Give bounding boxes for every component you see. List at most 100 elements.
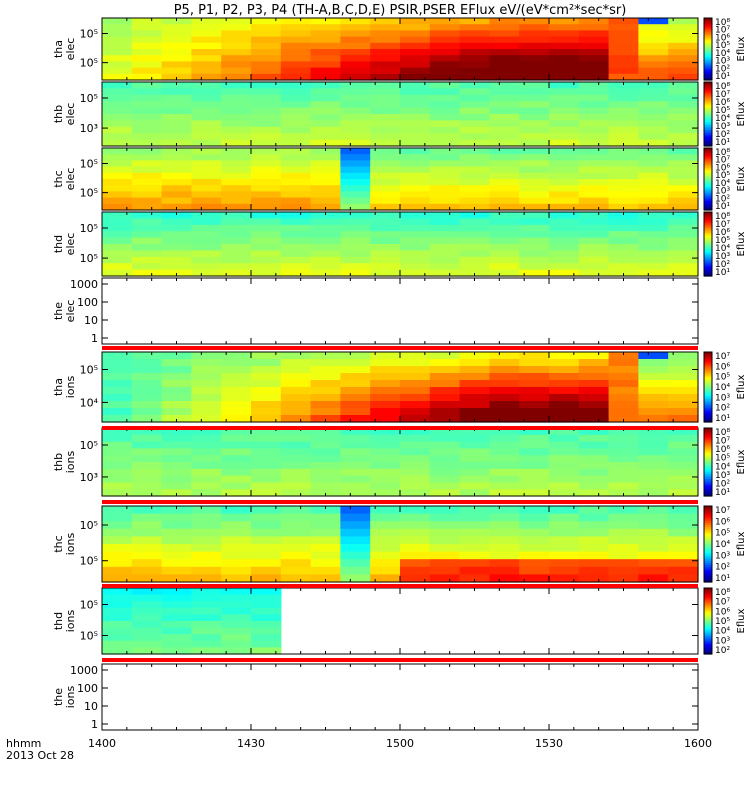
heatmap-cell bbox=[251, 366, 282, 374]
heatmap-cell bbox=[102, 172, 133, 180]
heatmap-cell bbox=[519, 55, 550, 62]
heatmap-cell bbox=[161, 544, 192, 553]
colorbar-tick-label: 10⁶ bbox=[715, 362, 730, 372]
heatmap-cell bbox=[429, 61, 461, 69]
heatmap-cell bbox=[340, 269, 371, 277]
heatmap-cell bbox=[310, 231, 341, 239]
heatmap-cell bbox=[459, 366, 490, 374]
heatmap-cell bbox=[310, 468, 341, 477]
heatmap-cell bbox=[638, 185, 669, 192]
colorbar-tick-label: 10⁷ bbox=[715, 598, 730, 608]
heatmap-cell bbox=[131, 489, 163, 497]
colorbar-segment bbox=[704, 161, 712, 165]
heatmap-cell bbox=[370, 434, 401, 443]
heatmap-cell bbox=[489, 415, 520, 423]
heatmap-cell bbox=[549, 88, 580, 96]
colorbar-tick-label: 10⁵ bbox=[715, 454, 730, 464]
colorbar-segment bbox=[704, 31, 712, 35]
heatmap-cell bbox=[251, 528, 282, 537]
heatmap-cell bbox=[429, 154, 461, 161]
heatmap-cell bbox=[459, 191, 490, 199]
heatmap-cell bbox=[429, 148, 461, 155]
heatmap-cell bbox=[549, 154, 580, 161]
y-tick-label: 100 bbox=[77, 682, 98, 695]
colorbar-segment bbox=[704, 247, 712, 250]
heatmap-cell bbox=[638, 197, 669, 205]
colorbar-segment bbox=[704, 39, 712, 42]
colorbar-segment bbox=[704, 580, 712, 583]
heatmap-cell bbox=[549, 521, 580, 530]
heatmap-cell bbox=[340, 408, 371, 416]
heatmap-cell bbox=[519, 237, 550, 245]
heatmap-cell bbox=[310, 94, 341, 102]
heatmap-cell bbox=[131, 359, 163, 367]
heatmap-cell bbox=[191, 133, 222, 141]
heatmap-cell bbox=[251, 434, 282, 443]
colorbar-segment bbox=[704, 355, 712, 358]
heatmap-cell bbox=[191, 387, 222, 395]
heatmap-cell bbox=[310, 574, 341, 583]
heatmap-cell bbox=[131, 506, 163, 515]
heatmap-cell bbox=[429, 24, 461, 31]
colorbar-segment bbox=[704, 85, 712, 88]
heatmap-cell bbox=[489, 528, 520, 537]
heatmap-cell bbox=[102, 263, 133, 271]
heatmap-cell bbox=[340, 148, 371, 155]
heatmap-cell bbox=[489, 521, 520, 530]
heatmap-cell bbox=[221, 55, 252, 62]
heatmap-cell bbox=[131, 614, 163, 622]
colorbar-segment bbox=[704, 413, 712, 416]
heatmap-cell bbox=[191, 434, 222, 443]
colorbar-tick-label: 10² bbox=[715, 479, 730, 489]
heatmap-cell bbox=[638, 101, 669, 109]
heatmap-cell bbox=[668, 551, 699, 560]
heatmap-cell bbox=[161, 415, 192, 423]
heatmap-cell bbox=[400, 88, 431, 96]
heatmap-cell bbox=[459, 94, 490, 102]
colorbar-segment bbox=[704, 53, 712, 56]
heatmap-cell bbox=[400, 212, 431, 219]
x-tick-label: 1400 bbox=[88, 737, 116, 750]
heatmap-cell bbox=[102, 544, 133, 553]
heatmap-cell bbox=[340, 154, 371, 161]
heatmap-cell bbox=[370, 154, 401, 161]
heatmap-cell bbox=[549, 462, 580, 470]
heatmap-cell bbox=[370, 352, 401, 360]
heatmap-cell bbox=[578, 366, 610, 374]
heatmap-cell bbox=[429, 73, 461, 81]
heatmap-cell bbox=[191, 244, 222, 251]
heatmap-cell bbox=[131, 179, 163, 186]
heatmap-cell bbox=[638, 24, 669, 31]
heatmap-cell bbox=[221, 218, 252, 226]
heatmap-cell bbox=[608, 506, 639, 515]
colorbar-tick-label: 10⁶ bbox=[715, 445, 730, 455]
heatmap-cell bbox=[221, 394, 252, 402]
heatmap-cell bbox=[489, 172, 520, 180]
heatmap-cell bbox=[191, 231, 222, 239]
heatmap-cell bbox=[549, 455, 580, 463]
heatmap-cell bbox=[221, 73, 252, 81]
heatmap-cell bbox=[131, 139, 163, 147]
heatmap-cell bbox=[370, 191, 401, 199]
heatmap-cell bbox=[608, 359, 639, 367]
heatmap-cell bbox=[549, 359, 580, 367]
heatmap-cell bbox=[102, 67, 133, 75]
heatmap-cell bbox=[221, 126, 252, 134]
colorbar-segment bbox=[704, 532, 712, 536]
colorbar-segment bbox=[704, 374, 712, 378]
heatmap-cell bbox=[280, 506, 312, 515]
heatmap-cell bbox=[459, 224, 490, 232]
heatmap-cell bbox=[668, 218, 699, 226]
heatmap-cell bbox=[400, 528, 431, 537]
colorbar-segment bbox=[704, 599, 712, 602]
heatmap-cell bbox=[489, 49, 520, 56]
colorbar-segment bbox=[704, 359, 712, 362]
x-tick-label: 1600 bbox=[684, 737, 712, 750]
heatmap-cell bbox=[221, 513, 252, 522]
heatmap-cell bbox=[340, 212, 371, 219]
heatmap-cell bbox=[280, 133, 312, 141]
heatmap-cell bbox=[549, 428, 580, 436]
heatmap-cell bbox=[310, 256, 341, 264]
heatmap-cell bbox=[638, 373, 669, 381]
panel-label-species: elec bbox=[64, 233, 77, 256]
